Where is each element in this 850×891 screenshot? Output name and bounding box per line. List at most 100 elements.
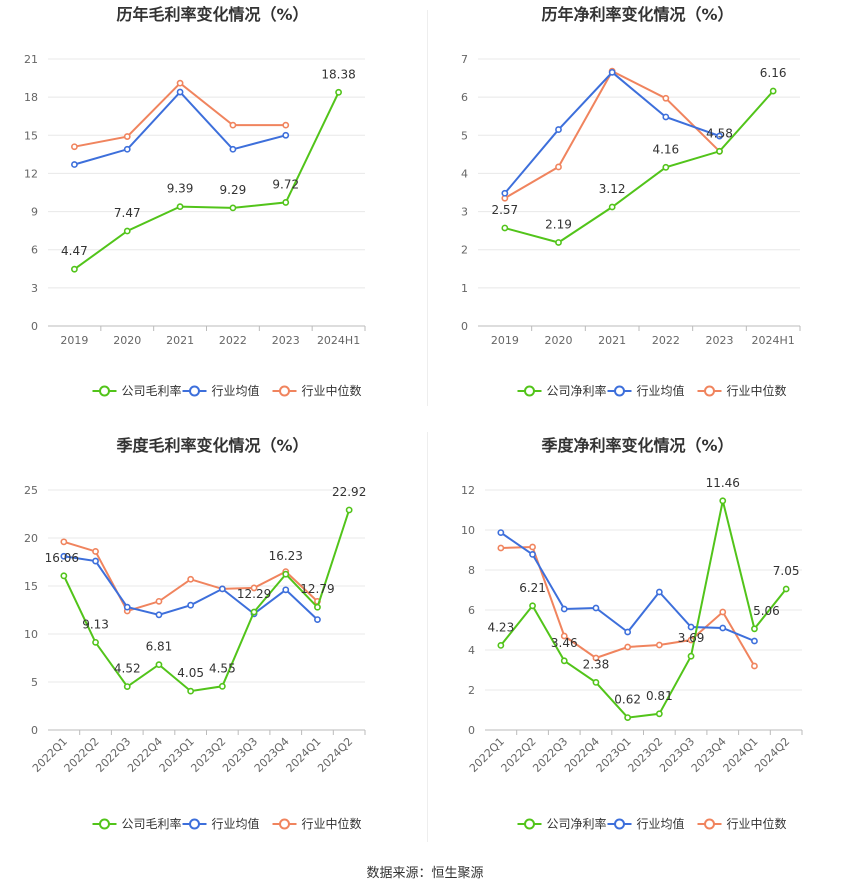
data-point[interactable] [687, 652, 695, 660]
data-point[interactable] [662, 163, 670, 171]
data-point[interactable] [71, 143, 78, 151]
y-tick-label: 8 [468, 564, 475, 577]
y-tick-label: 12 [461, 484, 475, 497]
data-point[interactable] [187, 687, 195, 695]
data-point[interactable] [71, 161, 78, 168]
data-point[interactable] [218, 682, 226, 690]
legend-marker-icon [279, 385, 290, 397]
data-point[interactable] [123, 133, 131, 140]
data-point[interactable] [123, 227, 131, 235]
data-point[interactable] [624, 628, 632, 636]
data-point[interactable] [719, 624, 727, 632]
legend-item[interactable]: 行业均值 [607, 816, 685, 831]
data-point[interactable] [497, 544, 505, 552]
data-point[interactable] [92, 638, 99, 646]
data-point[interactable] [60, 552, 68, 560]
data-point[interactable] [529, 543, 536, 551]
data-point[interactable] [716, 132, 723, 140]
data-point[interactable] [71, 265, 78, 273]
data-point[interactable] [501, 224, 509, 232]
data-point[interactable] [155, 597, 163, 605]
data-point[interactable] [282, 131, 290, 139]
data-point[interactable] [624, 643, 632, 651]
legend-item[interactable]: 行业中位数 [272, 816, 362, 831]
legend-item[interactable]: 公司毛利率 [92, 816, 182, 831]
data-point[interactable] [92, 557, 99, 565]
data-point[interactable] [719, 608, 727, 616]
data-point[interactable] [608, 68, 616, 76]
data-point[interactable] [155, 611, 163, 619]
data-point[interactable] [592, 654, 600, 662]
data-point[interactable] [719, 497, 727, 505]
data-point[interactable] [751, 637, 758, 645]
data-point[interactable] [176, 88, 184, 96]
data-point[interactable] [501, 189, 509, 197]
data-point[interactable] [250, 608, 258, 616]
data-point[interactable] [751, 625, 758, 633]
data-point[interactable] [529, 602, 536, 610]
data-point[interactable] [123, 603, 131, 611]
legend-item[interactable]: 行业中位数 [697, 816, 787, 831]
data-point[interactable] [187, 601, 195, 609]
data-point[interactable] [497, 529, 505, 536]
data-point[interactable] [176, 79, 184, 87]
data-point[interactable] [155, 661, 163, 669]
data-point[interactable] [282, 586, 290, 594]
data-point[interactable] [123, 683, 131, 691]
legend-item[interactable]: 公司净利率 [517, 383, 607, 398]
data-point[interactable] [92, 548, 99, 555]
data-point[interactable] [187, 575, 195, 583]
data-point[interactable] [716, 147, 723, 155]
data-point[interactable] [687, 623, 695, 631]
data-point[interactable] [555, 239, 562, 246]
data-point[interactable] [282, 199, 290, 206]
legend-item[interactable]: 行业中位数 [697, 383, 787, 398]
data-point[interactable] [662, 113, 670, 121]
data-point[interactable] [751, 662, 758, 670]
legend-item[interactable]: 行业均值 [607, 383, 685, 398]
data-point[interactable] [229, 204, 237, 212]
data-point[interactable] [314, 603, 321, 611]
data-point[interactable] [662, 94, 670, 102]
data-point[interactable] [229, 145, 237, 153]
data-point[interactable] [592, 678, 600, 686]
data-point[interactable] [655, 710, 663, 718]
y-tick-label: 5 [31, 676, 38, 689]
data-point[interactable] [555, 126, 562, 133]
data-point[interactable] [655, 641, 663, 649]
data-point[interactable] [282, 570, 290, 578]
data-point[interactable] [497, 641, 505, 649]
data-point[interactable] [345, 506, 353, 514]
data-point[interactable] [592, 604, 600, 612]
data-point[interactable] [282, 121, 290, 129]
data-point[interactable] [560, 632, 568, 640]
data-label: 9.29 [220, 183, 247, 197]
data-point[interactable] [529, 550, 536, 558]
data-point[interactable] [250, 584, 258, 592]
series-line [504, 90, 774, 244]
data-point[interactable] [123, 145, 131, 153]
data-point[interactable] [782, 585, 790, 593]
data-point[interactable] [560, 605, 568, 613]
y-tick-label: 0 [31, 724, 38, 737]
data-point[interactable] [769, 87, 777, 95]
legend-item[interactable]: 公司毛利率 [92, 383, 182, 398]
legend-item[interactable]: 公司净利率 [517, 816, 607, 831]
data-point[interactable] [314, 616, 321, 623]
legend-item[interactable]: 行业均值 [182, 383, 260, 398]
data-point[interactable] [218, 585, 226, 593]
series-line [504, 70, 720, 194]
legend-item[interactable]: 行业中位数 [272, 383, 362, 398]
data-point[interactable] [560, 657, 568, 665]
legend-item[interactable]: 行业均值 [182, 816, 260, 831]
data-point[interactable] [608, 203, 616, 211]
x-tick-label: 2020 [545, 334, 573, 347]
data-point[interactable] [60, 572, 68, 580]
data-point[interactable] [655, 588, 663, 596]
data-point[interactable] [176, 203, 184, 211]
data-point[interactable] [555, 163, 562, 171]
data-point[interactable] [60, 538, 68, 546]
data-point[interactable] [624, 714, 632, 721]
data-point[interactable] [229, 121, 237, 129]
data-point[interactable] [335, 88, 342, 96]
